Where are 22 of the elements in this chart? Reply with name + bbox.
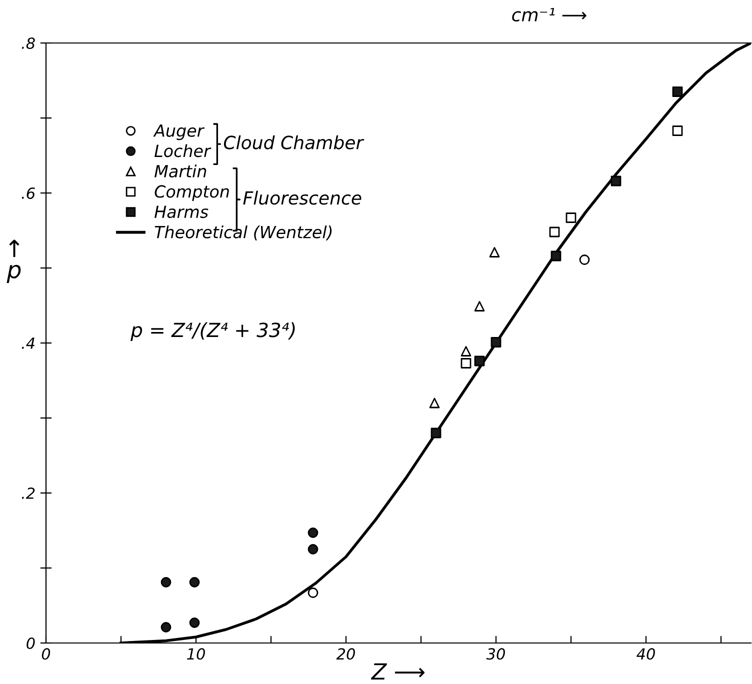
- legend-label: Theoretical (Wentzel): [154, 225, 332, 240]
- y-tick-label: .2: [22, 487, 35, 499]
- x-tick-label: 0: [42, 648, 50, 660]
- y-tick-label: 0: [26, 637, 35, 650]
- legend-label: Martin: [154, 164, 206, 178]
- annotation: Cloud Chamber: [224, 135, 364, 150]
- y-axis-title: ↑ p: [6, 240, 21, 283]
- x-tick-label: 30: [486, 648, 505, 660]
- text: cm⁻¹ ⟶: [512, 8, 586, 22]
- annotation: Fluorescence: [243, 190, 362, 205]
- legend-label: Auger: [153, 124, 205, 140]
- x-tick-label: 20: [336, 648, 355, 660]
- x-axis-title: Z ⟶: [370, 663, 424, 680]
- y-tick-label: .8: [22, 37, 35, 50]
- y-tick-label: .4: [22, 338, 34, 349]
- x-tick-label: 40: [636, 648, 655, 660]
- annotation: p = Z⁴/(Z⁴ + 33⁴): [130, 322, 295, 342]
- x-tick-label: 10: [187, 648, 205, 660]
- legend-label: Locher: [154, 144, 212, 158]
- y-tick-label: .6: [22, 187, 35, 200]
- legend-label: Compton: [154, 185, 229, 202]
- legend-label: Harms: [154, 206, 208, 218]
